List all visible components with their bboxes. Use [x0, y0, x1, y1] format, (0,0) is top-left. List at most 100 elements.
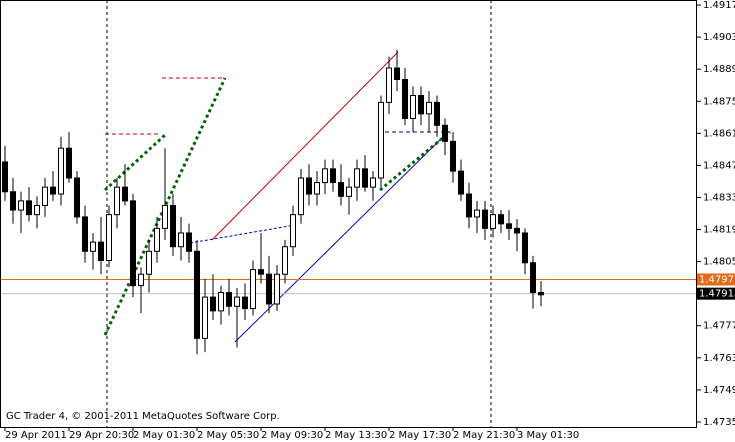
candle-body	[2, 161, 8, 193]
candle-body	[170, 204, 176, 248]
candle-body	[466, 193, 472, 218]
x-tick-label: 29 Apr 20:30	[69, 430, 134, 441]
x-tick-label: 2 May 21:30	[453, 430, 515, 441]
price-label-box	[697, 273, 735, 286]
candle-body	[26, 200, 32, 216]
y-tick-label: 1.48615	[703, 128, 735, 139]
candle-body	[122, 186, 128, 202]
candle-body	[522, 232, 528, 264]
candle-body	[426, 101, 432, 115]
x-tick-label: 29 Apr 2011	[5, 430, 67, 441]
candle-body	[482, 209, 488, 229]
candle-body	[370, 177, 376, 188]
candle-body	[162, 204, 168, 229]
x-tick-label: 2 May 01:30	[133, 430, 195, 441]
x-tick-label: 3 May 01:30	[517, 430, 579, 441]
x-tick-label: 2 May 13:30	[325, 430, 387, 441]
candle-body	[354, 168, 360, 188]
dotted-line	[103, 133, 167, 192]
candle-body	[314, 182, 320, 195]
y-tick-label: 1.47495	[703, 385, 735, 396]
candle-body	[234, 296, 240, 307]
candle-body	[290, 214, 296, 248]
y-tick-label: 1.47635	[703, 353, 735, 364]
indicator-overlays	[103, 0, 492, 427]
candle-body	[458, 170, 464, 195]
candle-body	[450, 140, 456, 172]
y-tick-label: 1.47775	[703, 321, 735, 332]
x-tick-label: 2 May 05:30	[197, 430, 259, 441]
candle-body	[34, 204, 40, 216]
candle-body	[322, 168, 328, 184]
candle-body	[154, 227, 160, 252]
candle-body	[362, 168, 368, 188]
y-tick-label: 1.48895	[703, 64, 735, 75]
candle-body	[410, 95, 416, 119]
y-tick-label: 1.48335	[703, 192, 735, 203]
candle-body	[42, 186, 48, 206]
y-tick-label: 1.47355	[703, 417, 735, 428]
candle-body	[178, 232, 184, 248]
candle-body	[258, 269, 264, 275]
y-tick-label: 1.48055	[703, 257, 735, 268]
y-tick-label: 1.48195	[703, 225, 735, 236]
candle-body	[498, 214, 504, 225]
candle-body	[250, 269, 256, 310]
candle-body	[330, 168, 336, 184]
candle-body	[386, 67, 392, 103]
candle-body	[18, 200, 24, 211]
candle-body	[114, 186, 120, 216]
candle-body	[474, 209, 480, 218]
candle-body	[434, 101, 440, 126]
plot-area	[0, 49, 697, 355]
candle-body	[146, 250, 152, 275]
candle-body	[138, 273, 144, 287]
candle-body	[90, 241, 96, 252]
candle-body	[506, 223, 512, 229]
candle-body	[226, 292, 232, 307]
candle-body	[490, 214, 496, 229]
candle-body	[282, 246, 288, 275]
candle-body	[346, 186, 352, 197]
y-tick-label: 1.48755	[703, 96, 735, 107]
trend-line	[234, 134, 446, 343]
candle-body	[418, 95, 424, 115]
candle-body	[98, 241, 104, 261]
candle-body	[530, 262, 536, 294]
candle-body	[402, 78, 408, 119]
candle-body	[202, 296, 208, 339]
trend-line	[211, 51, 399, 241]
candle-body	[442, 124, 448, 142]
candle-body	[210, 296, 216, 312]
candle-body	[66, 147, 72, 179]
candle-body	[10, 191, 16, 211]
candle-body	[218, 292, 224, 312]
candle-body	[106, 214, 112, 261]
candle-body	[338, 182, 344, 197]
candle-body	[298, 177, 304, 216]
candle-body	[58, 147, 64, 195]
price-label: 1.47977	[699, 274, 735, 285]
candle-body	[50, 186, 56, 195]
candle-body	[194, 250, 200, 339]
y-tick-label: 1.48475	[703, 160, 735, 171]
candle-body	[306, 177, 312, 195]
dotted-line	[103, 77, 227, 336]
candle-body	[266, 273, 272, 305]
candle-body	[186, 232, 192, 252]
candle-body	[378, 101, 384, 179]
x-tick-label: 2 May 09:30	[261, 430, 323, 441]
watermark: GC Trader 4, © 2001-2011 MetaQuotes Soft…	[6, 411, 280, 422]
y-tick-label: 1.49035	[703, 32, 735, 43]
candle-body	[538, 292, 544, 296]
candle-body	[514, 227, 520, 234]
candle-body	[394, 67, 400, 80]
candle-body	[82, 216, 88, 252]
candle-body	[130, 200, 136, 287]
x-tick-label: 2 May 17:30	[389, 430, 451, 441]
trend-line	[189, 224, 296, 244]
plot-frame	[0, 0, 697, 428]
candle-body	[74, 177, 80, 218]
